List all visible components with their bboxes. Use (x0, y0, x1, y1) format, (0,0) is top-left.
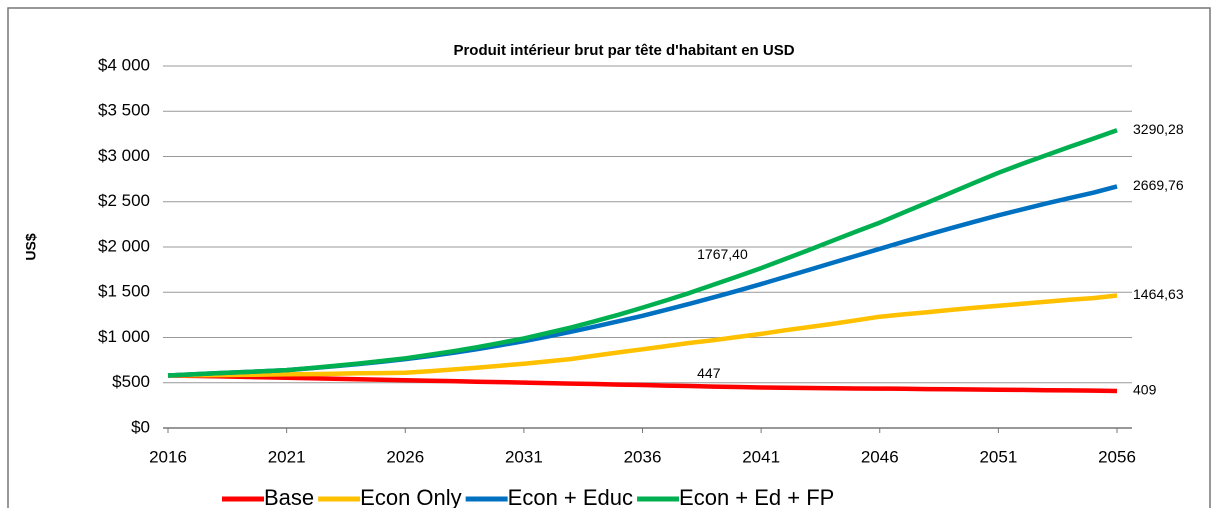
legend-label: Econ Only (360, 485, 462, 508)
chart-frame (7, 7, 1211, 513)
data-label: 447 (697, 365, 721, 381)
y-tick-label: $1 500 (98, 282, 150, 301)
y-tick-label: $1 000 (98, 327, 150, 346)
x-tick-label: 2046 (861, 447, 899, 466)
x-tick-label: 2041 (742, 447, 780, 466)
y-tick-label: $3 500 (98, 101, 150, 120)
x-tick-label: 2021 (268, 447, 306, 466)
x-tick-label: 2016 (149, 447, 187, 466)
y-tick-label: $0 (131, 417, 150, 436)
series-line (167, 373, 1118, 394)
y-tick-label: $2 500 (98, 191, 150, 210)
y-tick-label: $2 000 (98, 236, 150, 255)
chart-title: Produit intérieur brut par tête d'habita… (453, 42, 794, 59)
x-tick-label: 2031 (505, 447, 543, 466)
y-axis-label: US$ (23, 233, 39, 260)
x-tick-label: 2036 (624, 447, 662, 466)
x-tick-label: 2051 (979, 447, 1017, 466)
data-label: 409 (1133, 382, 1157, 398)
data-label: 3290,28 (1133, 121, 1184, 137)
x-tick-label: 2026 (386, 447, 424, 466)
legend-label: Base (264, 485, 314, 508)
legend-label: Econ + Educ (508, 485, 633, 508)
y-tick-label: $3 000 (98, 146, 150, 165)
series-line (167, 293, 1118, 378)
series-line (167, 128, 1118, 378)
data-label: 1767,40 (697, 246, 748, 262)
y-tick-label: $500 (112, 372, 150, 391)
x-tick-label: 2056 (1098, 447, 1136, 466)
data-label: 1464,63 (1133, 286, 1184, 302)
y-tick-label: $4 000 (98, 55, 150, 74)
legend-label: Econ + Ed + FP (679, 485, 834, 508)
data-label: 2669,76 (1133, 177, 1184, 193)
